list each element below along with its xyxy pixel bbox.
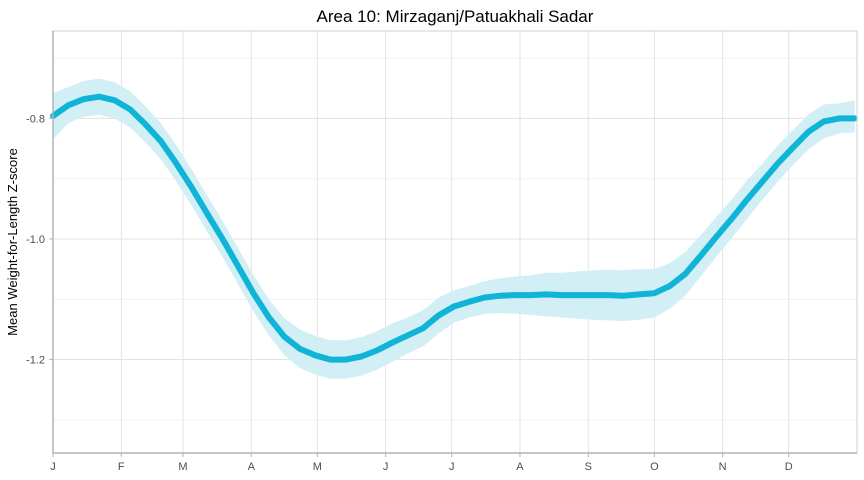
x-tick-label: D xyxy=(785,461,793,473)
x-tick-label: A xyxy=(248,461,256,473)
tick-labels: J F M A M J J A S O N D -0.8 -1.0 -1.2 xyxy=(26,113,793,473)
ci-band xyxy=(53,78,855,379)
y-tick-label: -0.8 xyxy=(26,113,45,125)
x-tick-label: J xyxy=(50,461,56,473)
chart-title: Area 10: Mirzaganj/Patuakhali Sadar xyxy=(317,7,594,26)
grid xyxy=(52,31,857,453)
x-tick-label: J xyxy=(449,461,455,473)
y-tick-label: -1.0 xyxy=(26,234,45,246)
confidence-band xyxy=(53,78,855,379)
x-tick-label: M xyxy=(313,461,322,473)
x-tick-label: N xyxy=(719,461,727,473)
y-axis-label: Mean Weight-for-Length Z-score xyxy=(5,148,20,336)
x-tick-label: A xyxy=(516,461,524,473)
x-tick-label: M xyxy=(178,461,187,473)
series-line xyxy=(50,93,858,363)
plot-border xyxy=(52,30,858,454)
x-tick-label: O xyxy=(650,461,659,473)
x-tick-label: F xyxy=(118,461,125,473)
series-line-group xyxy=(50,93,858,363)
x-tick-label: J xyxy=(383,461,389,473)
x-tick-label: S xyxy=(585,461,592,473)
y-tick-label: -1.2 xyxy=(26,355,45,367)
axes xyxy=(49,30,858,457)
